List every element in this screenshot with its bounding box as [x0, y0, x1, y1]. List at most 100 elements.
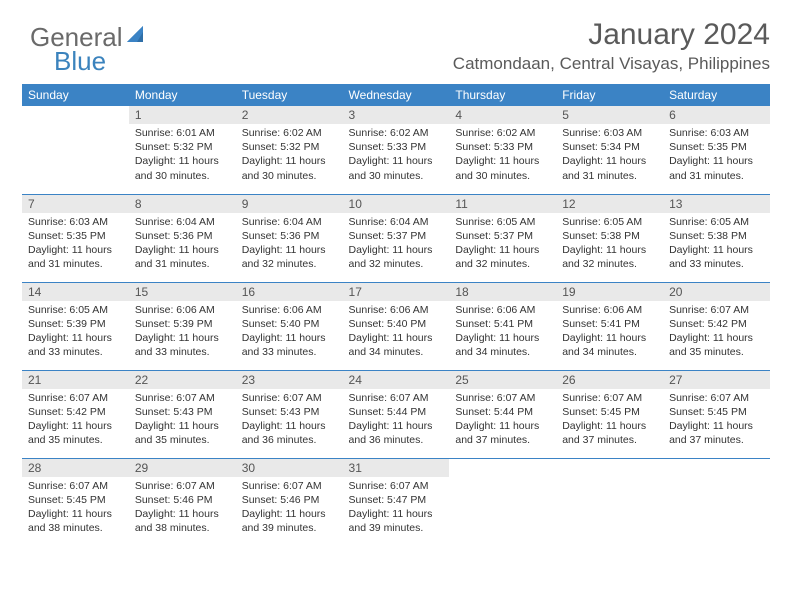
day-detail: Sunrise: 6:06 AMSunset: 5:41 PMDaylight:… [556, 301, 663, 364]
calendar-cell: 16Sunrise: 6:06 AMSunset: 5:40 PMDayligh… [236, 282, 343, 370]
daylight-line: Daylight: 11 hours and 34 minutes. [449, 331, 556, 359]
day-detail: Sunrise: 6:07 AMSunset: 5:42 PMDaylight:… [22, 389, 129, 452]
day-number: 2 [236, 106, 343, 124]
day-detail: Sunrise: 6:04 AMSunset: 5:36 PMDaylight:… [236, 213, 343, 276]
sunrise-line: Sunrise: 6:03 AM [22, 213, 129, 229]
sunrise-line: Sunrise: 6:05 AM [556, 213, 663, 229]
calendar-row: 21Sunrise: 6:07 AMSunset: 5:42 PMDayligh… [22, 370, 770, 458]
sunrise-line: Sunrise: 6:05 AM [22, 301, 129, 317]
sunrise-line: Sunrise: 6:05 AM [449, 213, 556, 229]
sunset-line: Sunset: 5:35 PM [663, 140, 770, 154]
day-number: 26 [556, 371, 663, 389]
sunset-line: Sunset: 5:47 PM [343, 493, 450, 507]
daylight-line: Daylight: 11 hours and 32 minutes. [556, 243, 663, 271]
day-number: 18 [449, 283, 556, 301]
sunrise-line: Sunrise: 6:07 AM [663, 389, 770, 405]
sail-icon [125, 22, 147, 53]
daylight-line: Daylight: 11 hours and 34 minutes. [343, 331, 450, 359]
calendar-cell: 6Sunrise: 6:03 AMSunset: 5:35 PMDaylight… [663, 106, 770, 194]
day-number: 7 [22, 195, 129, 213]
daylight-line: Daylight: 11 hours and 38 minutes. [129, 507, 236, 535]
day-header: Monday [129, 84, 236, 106]
day-number: 8 [129, 195, 236, 213]
sunrise-line: Sunrise: 6:06 AM [449, 301, 556, 317]
daylight-line: Daylight: 11 hours and 33 minutes. [22, 331, 129, 359]
day-detail: Sunrise: 6:01 AMSunset: 5:32 PMDaylight:… [129, 124, 236, 187]
day-detail: Sunrise: 6:07 AMSunset: 5:43 PMDaylight:… [129, 389, 236, 452]
sunset-line: Sunset: 5:44 PM [449, 405, 556, 419]
sunset-line: Sunset: 5:42 PM [663, 317, 770, 331]
day-header: Tuesday [236, 84, 343, 106]
sunset-line: Sunset: 5:46 PM [236, 493, 343, 507]
day-number: 14 [22, 283, 129, 301]
calendar-cell [663, 458, 770, 546]
daylight-line: Daylight: 11 hours and 35 minutes. [129, 419, 236, 447]
sunrise-line: Sunrise: 6:07 AM [663, 301, 770, 317]
calendar-cell: 15Sunrise: 6:06 AMSunset: 5:39 PMDayligh… [129, 282, 236, 370]
calendar-cell: 14Sunrise: 6:05 AMSunset: 5:39 PMDayligh… [22, 282, 129, 370]
day-detail: Sunrise: 6:05 AMSunset: 5:38 PMDaylight:… [663, 213, 770, 276]
day-number: 22 [129, 371, 236, 389]
sunset-line: Sunset: 5:43 PM [236, 405, 343, 419]
calendar-cell: 1Sunrise: 6:01 AMSunset: 5:32 PMDaylight… [129, 106, 236, 194]
calendar-cell: 8Sunrise: 6:04 AMSunset: 5:36 PMDaylight… [129, 194, 236, 282]
calendar-row: 28Sunrise: 6:07 AMSunset: 5:45 PMDayligh… [22, 458, 770, 546]
day-number: 13 [663, 195, 770, 213]
day-detail: Sunrise: 6:07 AMSunset: 5:45 PMDaylight:… [22, 477, 129, 540]
daylight-line: Daylight: 11 hours and 33 minutes. [129, 331, 236, 359]
sunrise-line: Sunrise: 6:03 AM [556, 124, 663, 140]
sunset-line: Sunset: 5:32 PM [129, 140, 236, 154]
sunset-line: Sunset: 5:39 PM [22, 317, 129, 331]
sunrise-line: Sunrise: 6:07 AM [343, 477, 450, 493]
sunrise-line: Sunrise: 6:07 AM [22, 477, 129, 493]
sunrise-line: Sunrise: 6:05 AM [663, 213, 770, 229]
day-header: Thursday [449, 84, 556, 106]
daylight-line: Daylight: 11 hours and 33 minutes. [236, 331, 343, 359]
daylight-line: Daylight: 11 hours and 36 minutes. [236, 419, 343, 447]
day-number: 24 [343, 371, 450, 389]
day-detail: Sunrise: 6:07 AMSunset: 5:43 PMDaylight:… [236, 389, 343, 452]
sunset-line: Sunset: 5:45 PM [663, 405, 770, 419]
day-number: 3 [343, 106, 450, 124]
sunset-line: Sunset: 5:38 PM [663, 229, 770, 243]
day-detail: Sunrise: 6:02 AMSunset: 5:33 PMDaylight:… [449, 124, 556, 187]
sunrise-line: Sunrise: 6:06 AM [343, 301, 450, 317]
day-number: 19 [556, 283, 663, 301]
daylight-line: Daylight: 11 hours and 30 minutes. [343, 154, 450, 182]
calendar-cell [449, 458, 556, 546]
day-number: 10 [343, 195, 450, 213]
daylight-line: Daylight: 11 hours and 35 minutes. [22, 419, 129, 447]
day-number: 23 [236, 371, 343, 389]
daylight-line: Daylight: 11 hours and 37 minutes. [556, 419, 663, 447]
sunset-line: Sunset: 5:36 PM [129, 229, 236, 243]
day-number: 6 [663, 106, 770, 124]
sunset-line: Sunset: 5:43 PM [129, 405, 236, 419]
day-detail: Sunrise: 6:07 AMSunset: 5:46 PMDaylight:… [236, 477, 343, 540]
day-number: 12 [556, 195, 663, 213]
sunset-line: Sunset: 5:44 PM [343, 405, 450, 419]
daylight-line: Daylight: 11 hours and 37 minutes. [663, 419, 770, 447]
sunset-line: Sunset: 5:34 PM [556, 140, 663, 154]
day-detail: Sunrise: 6:02 AMSunset: 5:33 PMDaylight:… [343, 124, 450, 187]
daylight-line: Daylight: 11 hours and 38 minutes. [22, 507, 129, 535]
day-detail: Sunrise: 6:07 AMSunset: 5:42 PMDaylight:… [663, 301, 770, 364]
sunrise-line: Sunrise: 6:07 AM [449, 389, 556, 405]
calendar-cell: 29Sunrise: 6:07 AMSunset: 5:46 PMDayligh… [129, 458, 236, 546]
sunset-line: Sunset: 5:39 PM [129, 317, 236, 331]
day-detail: Sunrise: 6:06 AMSunset: 5:40 PMDaylight:… [236, 301, 343, 364]
day-number: 28 [22, 459, 129, 477]
daylight-line: Daylight: 11 hours and 30 minutes. [129, 154, 236, 182]
sunset-line: Sunset: 5:41 PM [556, 317, 663, 331]
day-detail: Sunrise: 6:06 AMSunset: 5:40 PMDaylight:… [343, 301, 450, 364]
calendar-cell: 28Sunrise: 6:07 AMSunset: 5:45 PMDayligh… [22, 458, 129, 546]
day-detail: Sunrise: 6:07 AMSunset: 5:46 PMDaylight:… [129, 477, 236, 540]
day-header: Sunday [22, 84, 129, 106]
daylight-line: Daylight: 11 hours and 31 minutes. [556, 154, 663, 182]
sunrise-line: Sunrise: 6:04 AM [236, 213, 343, 229]
sunset-line: Sunset: 5:42 PM [22, 405, 129, 419]
day-detail: Sunrise: 6:07 AMSunset: 5:45 PMDaylight:… [556, 389, 663, 452]
day-detail: Sunrise: 6:06 AMSunset: 5:39 PMDaylight:… [129, 301, 236, 364]
sunset-line: Sunset: 5:33 PM [343, 140, 450, 154]
day-number: 21 [22, 371, 129, 389]
calendar-cell: 5Sunrise: 6:03 AMSunset: 5:34 PMDaylight… [556, 106, 663, 194]
